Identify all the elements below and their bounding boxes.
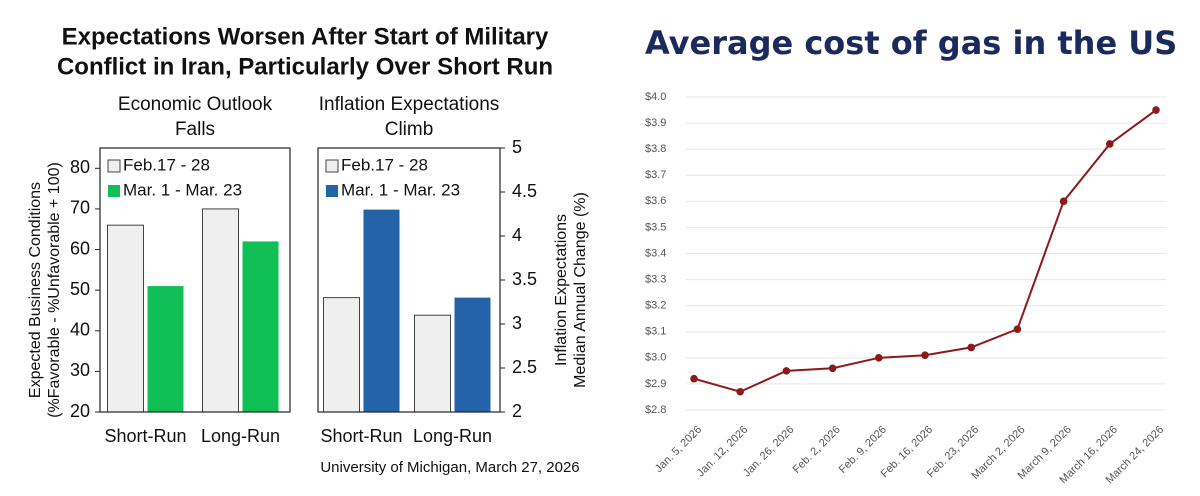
- y-tick-label: 60: [70, 238, 90, 258]
- chart-title: Average cost of gas in the US: [645, 24, 1177, 62]
- point: [1106, 140, 1114, 148]
- y-tick-label: 4.5: [512, 181, 537, 201]
- y-tick-label: 4: [512, 225, 522, 245]
- chart-title: Economic Outlook: [118, 94, 273, 115]
- legend-label: Mar. 1 - Mar. 23: [341, 180, 460, 199]
- y-tick-label: $3.7: [645, 169, 666, 181]
- source: University of Michigan, March 27, 2026: [320, 459, 579, 476]
- y-tick-label: 40: [70, 320, 90, 340]
- y-tick-label: $2.8: [645, 404, 666, 416]
- x-tick-label: Long-Run: [413, 426, 492, 446]
- y-axis-label: Inflation Expectations: [553, 214, 570, 366]
- legend-swatch: [326, 185, 338, 197]
- legend-swatch: [107, 159, 121, 173]
- x-tick-label: Short-Run: [104, 426, 186, 446]
- y-tick-label: 80: [70, 157, 90, 177]
- y-axis-label: Expected Business Conditions: [27, 182, 44, 398]
- y-tick-label: $3.4: [645, 247, 666, 259]
- point: [875, 354, 883, 362]
- y-tick-label: $3.3: [645, 273, 666, 285]
- y-tick-label: 30: [70, 360, 90, 380]
- y-tick-label: 20: [70, 401, 90, 421]
- legend-swatch: [108, 185, 120, 197]
- bar: [363, 209, 400, 412]
- point: [921, 351, 929, 360]
- point: [1013, 325, 1022, 333]
- y-tick-label: 3.5: [512, 269, 537, 289]
- bar: [414, 314, 451, 413]
- y-tick-label: $2.9: [645, 378, 666, 390]
- point: [967, 343, 975, 352]
- y-tick-label: 70: [70, 198, 90, 218]
- y-tick-label: $3.6: [645, 195, 666, 207]
- y-tick-label: $3.0: [645, 352, 666, 364]
- plot-frame: [317, 147, 501, 413]
- chart-title: Climb: [385, 119, 434, 140]
- y-tick-label: 3: [512, 313, 522, 333]
- y-tick-label: 5: [512, 137, 522, 157]
- legend-swatch: [325, 159, 339, 173]
- chart-title: Falls: [175, 119, 215, 140]
- y-tick-label: 2: [512, 401, 522, 421]
- legend-label: Feb.17 - 28: [123, 155, 210, 174]
- y-tick-label: $3.9: [645, 117, 666, 129]
- bar: [107, 224, 144, 413]
- panel-title: Expectations Worsen After Start of Milit…: [62, 23, 549, 50]
- y-tick-label: $4.0: [645, 91, 666, 103]
- chart-title: Inflation Expectations: [319, 94, 500, 115]
- y-tick-label: $3.1: [645, 326, 666, 338]
- point: [690, 374, 698, 383]
- y-tick-label: $3.8: [645, 143, 666, 155]
- point: [1059, 197, 1068, 206]
- legend-label: Feb.17 - 28: [341, 155, 428, 174]
- y-axis-label: (%Favorable - %Unfavorable + 100): [46, 162, 63, 418]
- bar: [242, 241, 279, 412]
- point: [1152, 106, 1160, 114]
- y-axis-label: Median Annual Change (%): [572, 192, 589, 388]
- y-tick-label: 2.5: [512, 357, 537, 377]
- bar: [147, 286, 184, 412]
- point: [782, 367, 791, 375]
- panel-title: Conflict in Iran, Particularly Over Shor…: [57, 53, 553, 80]
- y-tick-label: $3.5: [645, 221, 666, 233]
- x-tick-label: Long-Run: [201, 426, 280, 446]
- bar: [323, 297, 360, 413]
- plot-frame: [99, 147, 291, 413]
- y-tick-label: 50: [70, 279, 90, 299]
- y-tick-label: $3.2: [645, 300, 666, 312]
- point: [736, 387, 744, 396]
- legend-label: Mar. 1 - Mar. 23: [123, 180, 242, 199]
- x-tick-label: Short-Run: [320, 426, 402, 446]
- bar: [454, 297, 491, 412]
- bar: [202, 208, 239, 413]
- point: [828, 364, 837, 373]
